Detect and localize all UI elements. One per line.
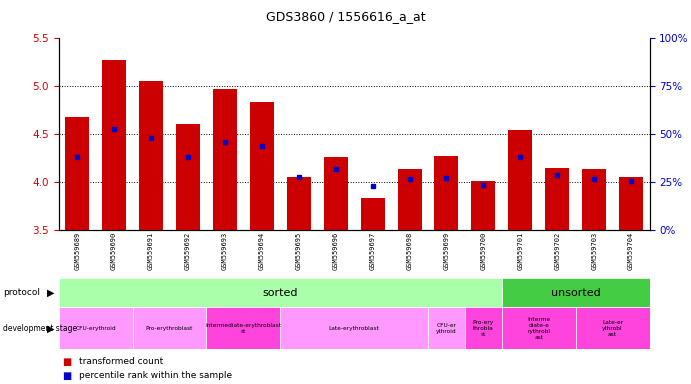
Text: ▶: ▶ [47,288,55,298]
Bar [582,169,606,230]
Text: transformed count: transformed count [79,357,164,366]
Text: GSM559694: GSM559694 [259,232,265,270]
Text: ▶: ▶ [47,323,55,333]
Text: GSM559699: GSM559699 [444,232,449,270]
Bar [176,124,200,230]
Bar [139,81,163,230]
Text: Interme
diate-e
rythrobl
ast: Interme diate-e rythrobl ast [527,317,550,339]
Text: Pro-erythroblast: Pro-erythroblast [146,326,193,331]
Bar [428,307,465,349]
Bar [65,117,89,230]
Text: GSM559693: GSM559693 [222,232,228,270]
Bar [133,307,207,349]
Text: ■: ■ [62,371,71,381]
Text: GSM559697: GSM559697 [370,232,376,270]
Bar [619,177,643,230]
Bar [287,177,311,230]
Text: Intermediate-erythroblast
st: Intermediate-erythroblast st [205,323,281,334]
Text: ■: ■ [62,357,71,367]
Text: GSM559692: GSM559692 [185,232,191,270]
Text: GSM559689: GSM559689 [74,232,80,270]
Bar [59,278,502,307]
Bar [465,307,502,349]
Bar [545,168,569,230]
Bar [397,169,422,230]
Bar [250,102,274,230]
Text: development stage: development stage [3,324,77,333]
Text: CFU-er
ythroid: CFU-er ythroid [436,323,457,334]
Text: GSM559691: GSM559691 [148,232,154,270]
Text: GSM559703: GSM559703 [591,232,597,270]
Text: GSM559704: GSM559704 [628,232,634,270]
Bar [281,307,428,349]
Bar [323,157,348,230]
Bar [509,130,532,230]
Bar [502,278,650,307]
Text: Late-er
ythrobl
ast: Late-er ythrobl ast [602,320,623,337]
Bar [102,60,126,230]
Text: GSM559696: GSM559696 [332,232,339,270]
Text: Late-erythroblast: Late-erythroblast [329,326,379,331]
Text: GSM559695: GSM559695 [296,232,302,270]
Text: percentile rank within the sample: percentile rank within the sample [79,371,233,380]
Bar [576,307,650,349]
Text: GSM559698: GSM559698 [406,232,413,270]
Bar [59,307,133,349]
Bar [502,307,576,349]
Text: Pro-ery
throbla
st: Pro-ery throbla st [473,320,494,337]
Text: protocol: protocol [3,288,41,297]
Text: GDS3860 / 1556616_a_at: GDS3860 / 1556616_a_at [265,10,426,23]
Text: sorted: sorted [263,288,298,298]
Text: GSM559700: GSM559700 [480,232,486,270]
Bar [361,198,385,230]
Text: GSM559702: GSM559702 [554,232,560,270]
Text: CFU-erythroid: CFU-erythroid [75,326,116,331]
Bar [213,89,237,230]
Bar [471,182,495,230]
Text: GSM559701: GSM559701 [518,232,523,270]
Bar [207,307,281,349]
Text: unsorted: unsorted [551,288,600,298]
Text: GSM559690: GSM559690 [111,232,117,270]
Bar [435,156,458,230]
